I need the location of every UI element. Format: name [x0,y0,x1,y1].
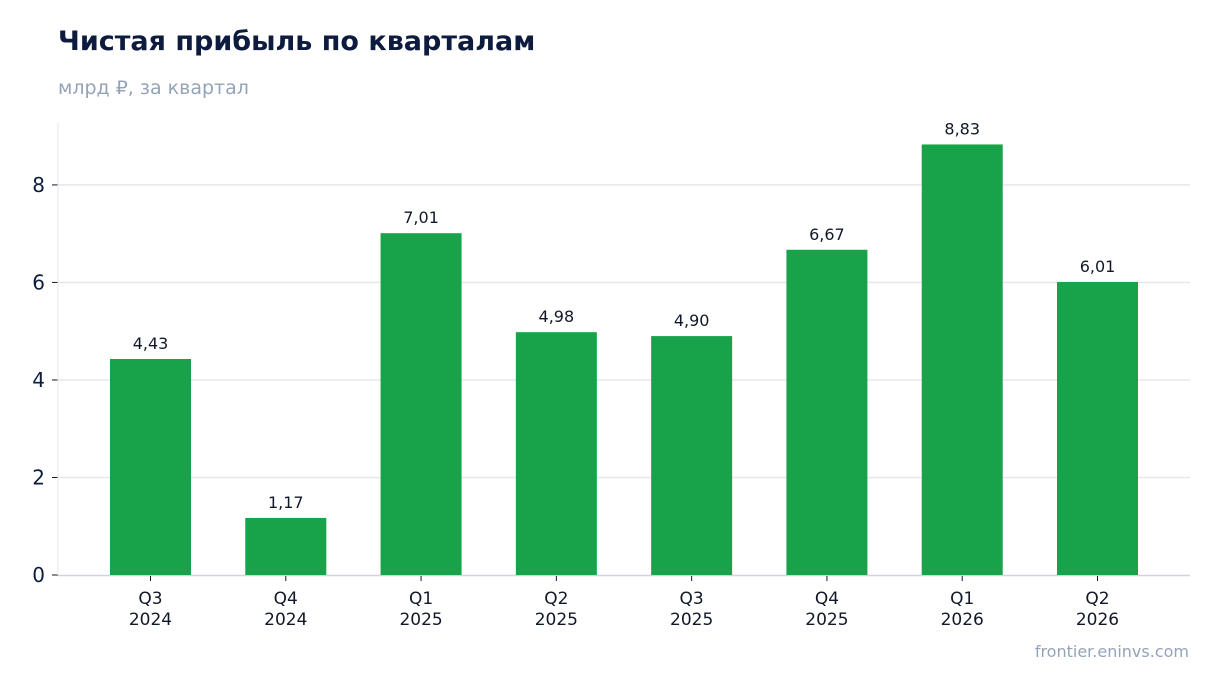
y-tick-label: 0 [32,563,45,587]
x-tick-label-quarter: Q2 [544,589,568,609]
grid-lines [58,184,1190,479]
x-tick-label-quarter: Q4 [274,589,298,609]
bar [921,144,1003,575]
data-label: 4,98 [539,307,575,326]
data-label: 4,43 [133,334,169,353]
bar [380,233,462,575]
bars [110,144,1138,575]
x-tick-label-year: 2024 [129,610,172,630]
x-tick-label-quarter: Q4 [815,589,839,609]
y-tick-label: 8 [32,173,45,197]
x-tick-label-quarter: Q1 [950,589,974,609]
x-tick-label-year: 2025 [399,610,442,630]
y-tick-label: 6 [32,270,45,294]
axes: 02468Q32024Q42024Q12025Q22025Q32025Q4202… [32,123,1190,630]
x-tick-label-year: 2025 [535,610,578,630]
x-tick-label-quarter: Q3 [138,589,162,609]
x-tick-label-quarter: Q1 [409,589,433,609]
x-tick-label-year: 2026 [941,610,984,630]
data-label: 6,67 [809,225,845,244]
x-tick-label-year: 2026 [1076,610,1119,630]
data-label: 8,83 [944,119,980,138]
data-label: 6,01 [1080,257,1116,276]
data-label: 4,90 [674,311,710,330]
chart-subtitle: млрд ₽, за квартал [58,77,249,99]
bar [1057,281,1138,575]
bar [651,336,733,575]
bar [786,249,868,575]
source-credit: frontier.eninvs.com [1034,642,1189,661]
chart-title: Чистая прибыль по кварталам [58,26,536,57]
x-tick-label-quarter: Q2 [1085,589,1109,609]
data-label: 1,17 [268,493,304,512]
bar [110,358,191,575]
y-tick-label: 2 [32,465,45,489]
labels: 4,43 1,17 7,01 4,98 4,90 6,67 8,83 6,01 [133,119,1116,511]
x-tick-label-year: 2025 [805,610,848,630]
y-tick-label: 4 [32,368,45,392]
x-tick-label-year: 2024 [264,610,307,630]
data-label: 7,01 [403,208,439,227]
bar [515,332,597,575]
x-tick-label-quarter: Q3 [680,589,704,609]
x-tick-label-year: 2025 [670,610,713,630]
bar [245,517,327,575]
